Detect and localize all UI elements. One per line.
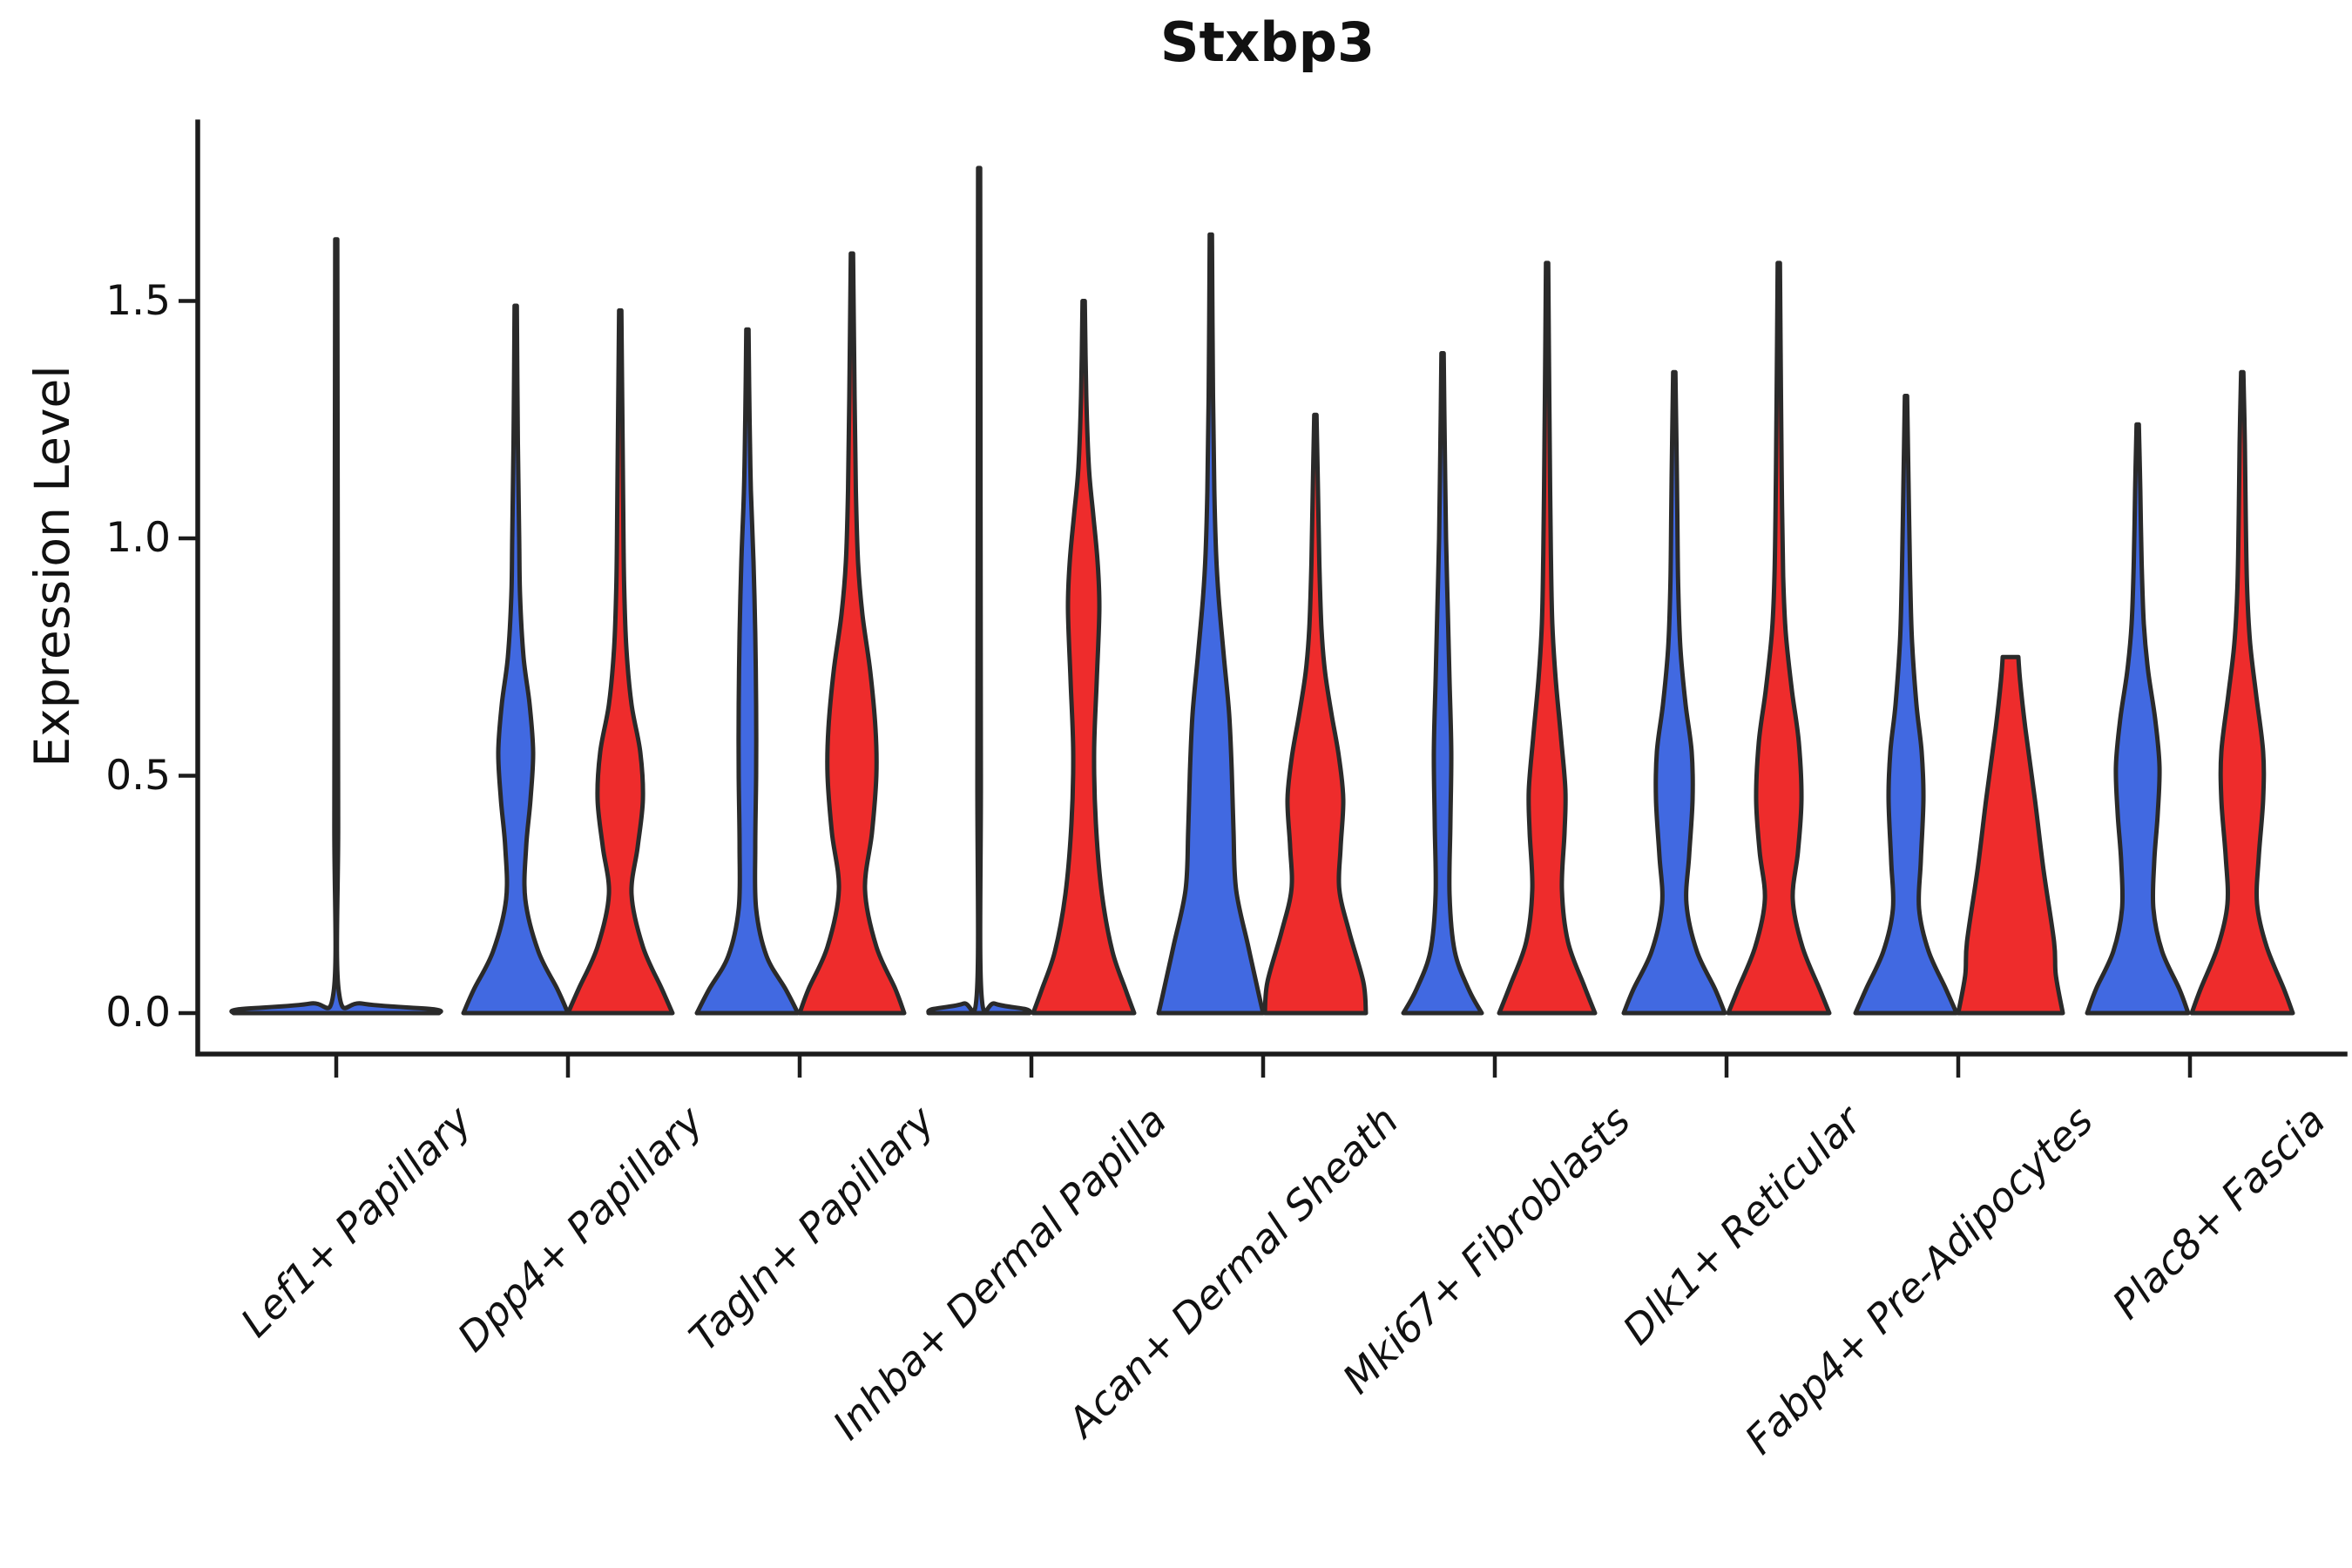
- violin-blue-tagln-papillary: [694, 327, 801, 1016]
- violin-blue-mki67-fibroblasts: [1401, 351, 1484, 1016]
- y-tick-label-1.0: 1.0: [105, 514, 171, 562]
- violin-blue-dlk1-reticular: [1621, 369, 1727, 1016]
- violin-red-dlk1-reticular: [1726, 260, 1832, 1016]
- violin-red-dpp4-papillary: [565, 308, 675, 1016]
- violin-red-mki67-fibroblasts: [1497, 260, 1598, 1016]
- y-tick-label-1.5: 1.5: [105, 276, 171, 325]
- violin-red-fabp4-pre-adipocytes: [1956, 654, 2065, 1016]
- violin-red-inhba-dermal-papilla: [1031, 299, 1137, 1016]
- violin-red-acan-dermal-sheath: [1262, 412, 1369, 1016]
- violin-blue-lef1-papillary: [229, 237, 443, 1016]
- violin-blue-acan-dermal-sheath: [1156, 232, 1266, 1016]
- violin-blue-dpp4-papillary: [461, 303, 571, 1016]
- y-axis-label: Expression Level: [24, 365, 80, 767]
- violin-blue-inhba-dermal-papilla: [926, 166, 1032, 1016]
- y-tick-label-0.0: 0.0: [105, 989, 171, 1037]
- violin-red-plac8-fascia: [2189, 369, 2295, 1016]
- violin-blue-plac8-fascia: [2085, 422, 2191, 1016]
- violin-blue-fabp4-pre-adipocytes: [1853, 394, 1959, 1016]
- chart-title: Stxbp3: [1159, 10, 1375, 74]
- y-tick-label-0.5: 0.5: [105, 751, 171, 800]
- violin-red-tagln-papillary: [797, 251, 907, 1016]
- axis-spines: [195, 119, 2348, 1057]
